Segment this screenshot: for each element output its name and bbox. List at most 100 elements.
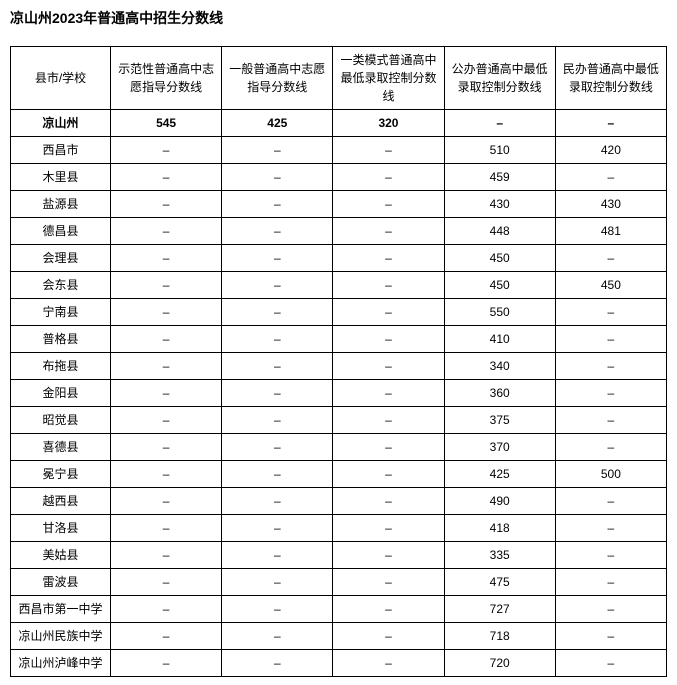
table-row: 普格县–––410– [11, 326, 667, 353]
cell-c3: – [333, 272, 444, 299]
cell-c5: 430 [555, 191, 666, 218]
cell-c1: – [111, 542, 222, 569]
cell-c4: 370 [444, 434, 555, 461]
cell-c3: – [333, 407, 444, 434]
cell-c2: – [222, 137, 333, 164]
table-row: 盐源县–––430430 [11, 191, 667, 218]
cell-c3: – [333, 623, 444, 650]
cell-c2: – [222, 380, 333, 407]
table-body: 凉山州545425320––西昌市–––510420木里县–––459–盐源县–… [11, 110, 667, 677]
cell-c4: 450 [444, 272, 555, 299]
cell-name: 西昌市第一中学 [11, 596, 111, 623]
cell-name: 美姑县 [11, 542, 111, 569]
cell-c1: – [111, 515, 222, 542]
cell-c1: – [111, 596, 222, 623]
cell-c5: – [555, 488, 666, 515]
cell-c5: – [555, 569, 666, 596]
cell-c5: – [555, 380, 666, 407]
cell-c2: – [222, 515, 333, 542]
cell-c4: 727 [444, 596, 555, 623]
cell-c3: – [333, 353, 444, 380]
cell-c4: 720 [444, 650, 555, 677]
cell-name: 会理县 [11, 245, 111, 272]
cell-c1: – [111, 623, 222, 650]
cell-c3: – [333, 380, 444, 407]
cell-c3: – [333, 515, 444, 542]
cell-c2: – [222, 623, 333, 650]
cell-c2: – [222, 353, 333, 380]
cell-name: 昭觉县 [11, 407, 111, 434]
cell-c2: – [222, 326, 333, 353]
cell-name: 布拖县 [11, 353, 111, 380]
cell-c5: – [555, 434, 666, 461]
cell-c5: 450 [555, 272, 666, 299]
cell-c5: 481 [555, 218, 666, 245]
cell-c5: – [555, 515, 666, 542]
cell-c4: 718 [444, 623, 555, 650]
cell-c2: – [222, 272, 333, 299]
table-row: 宁南县–––550– [11, 299, 667, 326]
cell-c1: – [111, 407, 222, 434]
col-header-1: 示范性普通高中志愿指导分数线 [111, 47, 222, 110]
cell-c4: 425 [444, 461, 555, 488]
cell-c3: – [333, 137, 444, 164]
cell-c2: – [222, 407, 333, 434]
cell-name: 会东县 [11, 272, 111, 299]
cell-c1: – [111, 164, 222, 191]
cell-c2: – [222, 488, 333, 515]
table-row: 西昌市第一中学–––727– [11, 596, 667, 623]
table-row: 德昌县–––448481 [11, 218, 667, 245]
table-row: 凉山州泸峰中学–––720– [11, 650, 667, 677]
cell-c1: – [111, 488, 222, 515]
cell-c4: 340 [444, 353, 555, 380]
cell-name: 甘洛县 [11, 515, 111, 542]
cell-name: 宁南县 [11, 299, 111, 326]
col-header-2: 一般普通高中志愿指导分数线 [222, 47, 333, 110]
table-row: 西昌市–––510420 [11, 137, 667, 164]
table-row: 会东县–––450450 [11, 272, 667, 299]
cell-c2: – [222, 542, 333, 569]
cell-name: 木里县 [11, 164, 111, 191]
cell-c2: 425 [222, 110, 333, 137]
cell-c3: – [333, 164, 444, 191]
cell-c4: 450 [444, 245, 555, 272]
cell-name: 雷波县 [11, 569, 111, 596]
table-row: 凉山州民族中学–––718– [11, 623, 667, 650]
cell-c1: – [111, 299, 222, 326]
cell-c3: – [333, 191, 444, 218]
cell-c1: – [111, 137, 222, 164]
cell-c5: – [555, 326, 666, 353]
cell-name: 盐源县 [11, 191, 111, 218]
cell-c5: – [555, 407, 666, 434]
cell-c3: – [333, 218, 444, 245]
cell-c2: – [222, 164, 333, 191]
table-row: 木里县–––459– [11, 164, 667, 191]
cell-name: 普格县 [11, 326, 111, 353]
cell-c1: – [111, 434, 222, 461]
cell-c4: 430 [444, 191, 555, 218]
cell-c3: – [333, 596, 444, 623]
table-row: 凉山州545425320–– [11, 110, 667, 137]
cell-c3: – [333, 488, 444, 515]
cell-c4: 375 [444, 407, 555, 434]
cell-c5: – [555, 623, 666, 650]
col-header-name: 县市/学校 [11, 47, 111, 110]
cell-c1: – [111, 380, 222, 407]
cell-c3: – [333, 245, 444, 272]
cell-name: 德昌县 [11, 218, 111, 245]
cell-c2: – [222, 650, 333, 677]
table-row: 喜德县–––370– [11, 434, 667, 461]
cell-c1: – [111, 569, 222, 596]
cell-c5: – [555, 110, 666, 137]
table-row: 昭觉县–––375– [11, 407, 667, 434]
cell-c4: 418 [444, 515, 555, 542]
cell-c5: – [555, 542, 666, 569]
cell-c4: 459 [444, 164, 555, 191]
cell-c4: 360 [444, 380, 555, 407]
cell-c2: – [222, 299, 333, 326]
cell-c2: – [222, 569, 333, 596]
page-title: 凉山州2023年普通高中招生分数线 [10, 8, 667, 28]
cell-c4: 510 [444, 137, 555, 164]
cell-c3: – [333, 461, 444, 488]
col-header-5: 民办普通高中最低录取控制分数线 [555, 47, 666, 110]
